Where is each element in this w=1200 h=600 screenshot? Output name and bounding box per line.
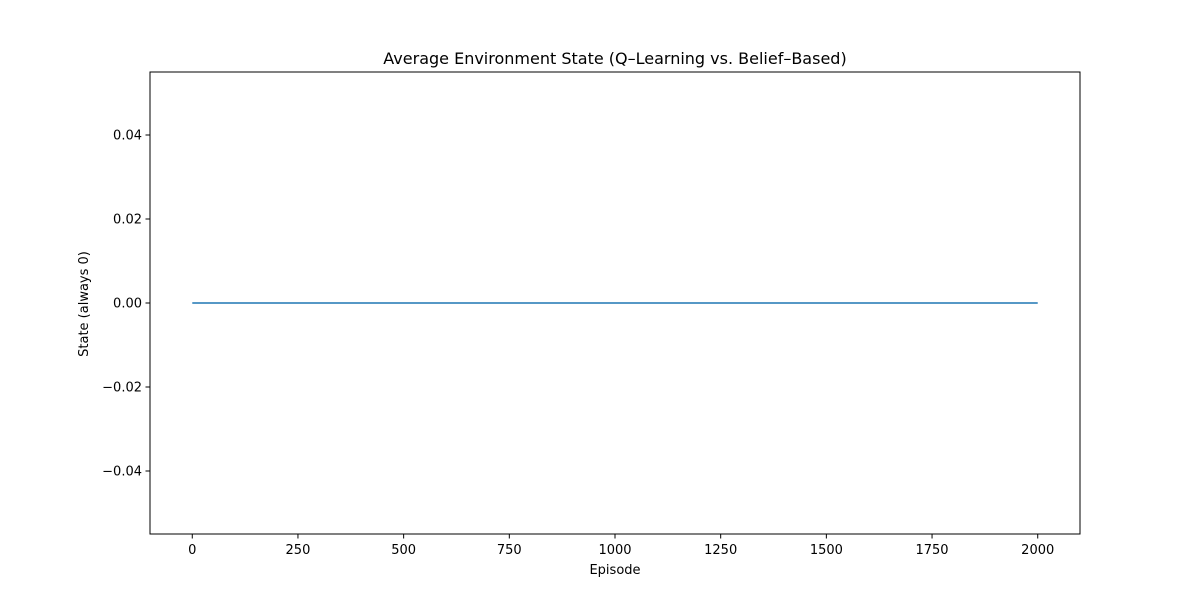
x-tick-label-2: 500 [391, 543, 416, 558]
x-tick-label-1: 250 [286, 543, 311, 558]
x-tick-label-3: 750 [497, 543, 522, 558]
y-tick-label-0: 0.04 [113, 129, 142, 144]
y-tick-label-1: 0.02 [113, 213, 142, 228]
x-tick-label-5: 1250 [704, 543, 737, 558]
y-tick-label-3: −0.02 [102, 381, 142, 396]
x-tick-label-0: 0 [188, 543, 196, 558]
x-tick-label-8: 2000 [1021, 543, 1054, 558]
y-tick-label-4: −0.04 [102, 465, 142, 480]
y-tick-label-2: 0.00 [113, 297, 142, 312]
x-tick-label-7: 1750 [915, 543, 948, 558]
x-tick-label-6: 1500 [810, 543, 843, 558]
chart-title: Average Environment State (Q–Learning vs… [383, 49, 846, 68]
plot-area: 0 250 500 750 1000 1250 1500 1750 2000 0.04 0.02 0.… [102, 71, 1081, 558]
x-axis-title: Episode [589, 563, 640, 578]
x-tick-label-4: 1000 [598, 543, 631, 558]
y-axis-title: State (always 0) [77, 251, 92, 357]
